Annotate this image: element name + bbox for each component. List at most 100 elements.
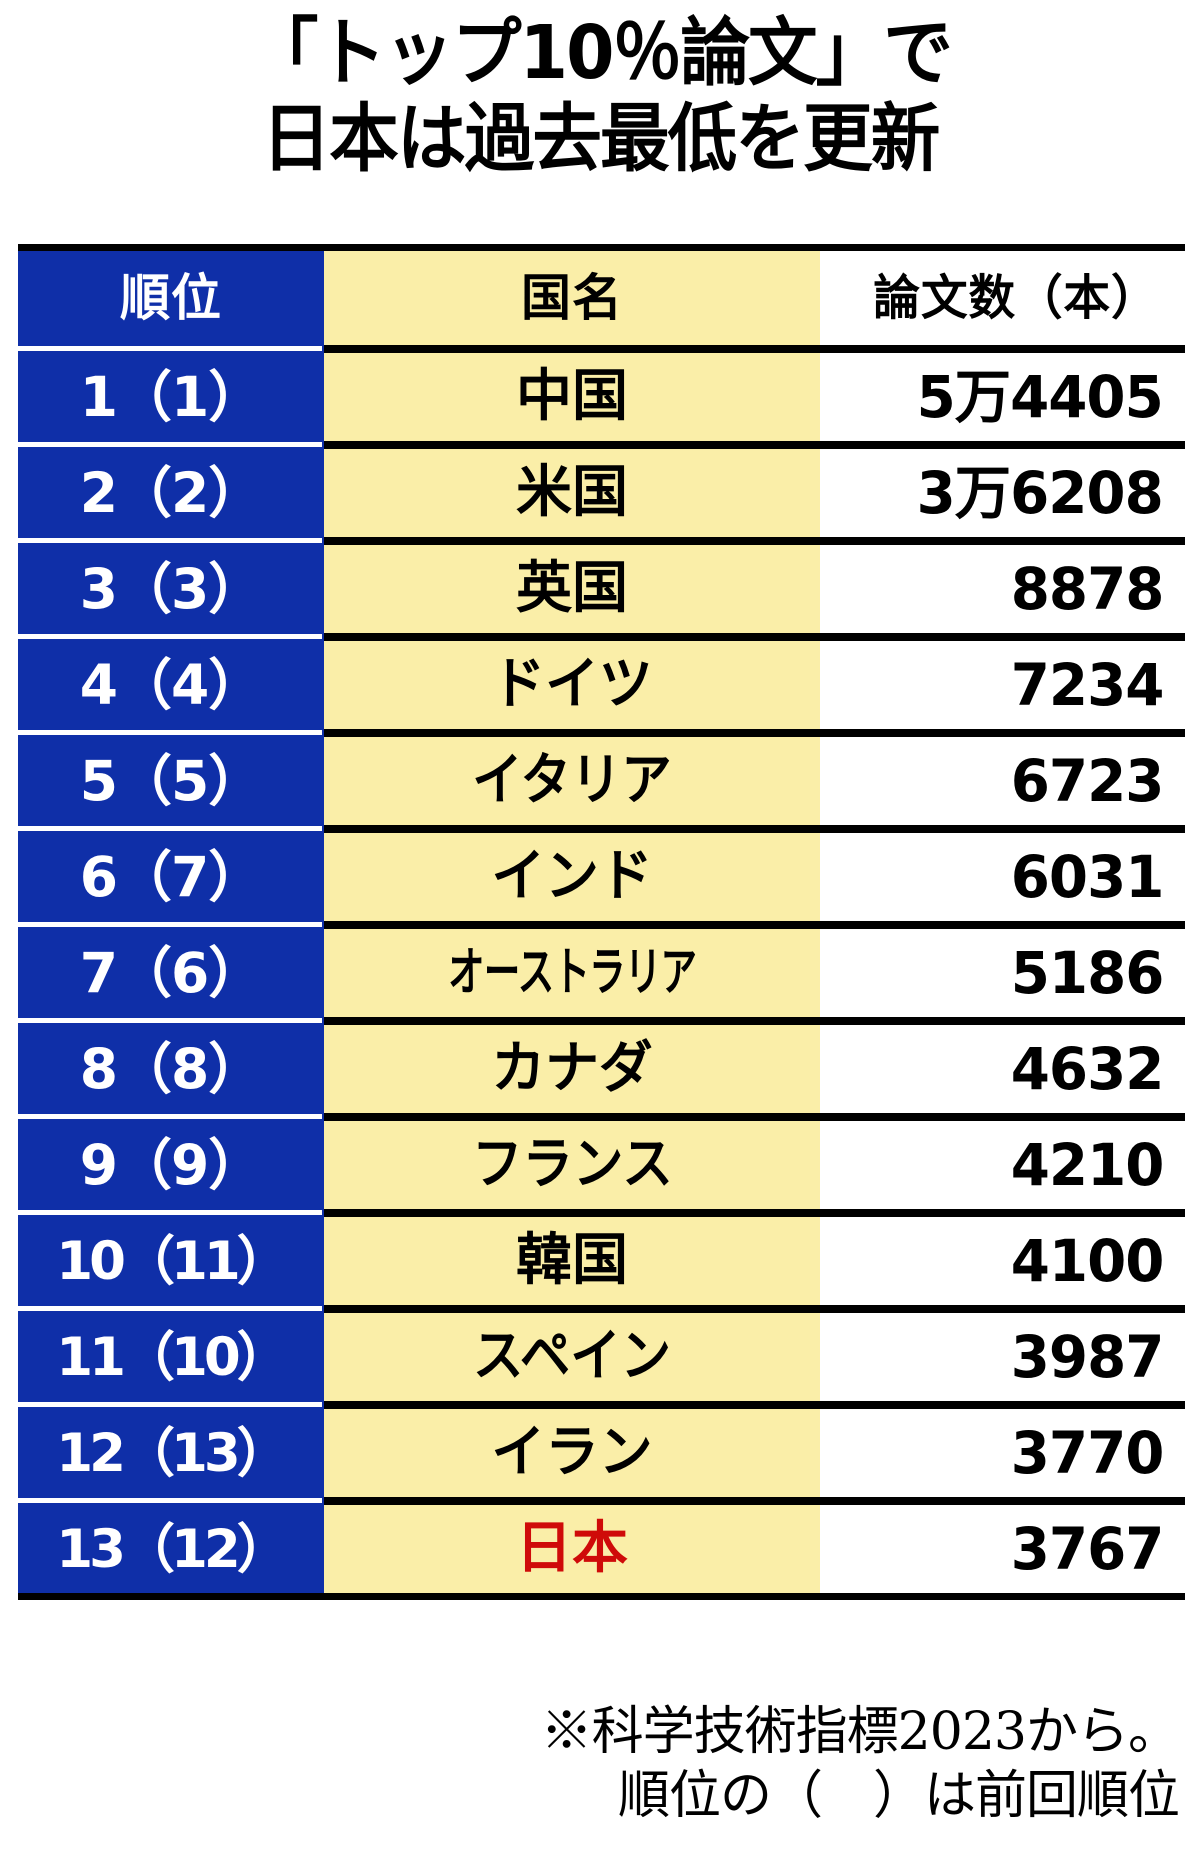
row-separator-rest — [324, 537, 1185, 545]
cell-rank: 3（3） — [18, 545, 324, 633]
header-cell-rank: 順位 — [18, 251, 324, 345]
table-row: 12（13） イラン 3770 — [18, 1409, 1185, 1497]
footnote: ※科学技術指標2023から。 順位の（ ）は前回順位 — [18, 1700, 1185, 1828]
row-separator-rank — [18, 441, 324, 449]
row-separator — [18, 1209, 1185, 1217]
rank-value: 6（7） — [79, 844, 264, 909]
cell-country: イタリア — [324, 737, 820, 825]
row-separator — [18, 633, 1185, 641]
rank-value: 13（12） — [56, 1518, 290, 1580]
paper-count: 4100 — [1010, 1227, 1164, 1295]
cell-count: 3万6208 — [820, 449, 1185, 537]
footnote-note: 順位の（ ）は前回順位 — [617, 1766, 1180, 1826]
paper-count: 8878 — [1010, 555, 1164, 623]
cell-rank: 4（4） — [18, 641, 324, 729]
table-row: 2（2） 米国 3万6208 — [18, 449, 1185, 537]
cell-rank: 2（2） — [18, 449, 324, 537]
cell-count: 4210 — [820, 1121, 1185, 1209]
row-separator — [18, 537, 1185, 545]
row-separator-rank — [18, 633, 324, 641]
row-separator-rest — [324, 1113, 1185, 1121]
rank-value: 8（8） — [79, 1036, 264, 1101]
cell-country: 日本 — [324, 1505, 820, 1593]
row-separator — [18, 1113, 1185, 1121]
table-row: 4（4） ドイツ 7234 — [18, 641, 1185, 729]
country-name: イラン — [491, 1420, 653, 1485]
header-cell-country: 国名 — [324, 251, 820, 345]
row-separator-rest — [324, 1497, 1185, 1505]
country-name: イタリア — [472, 748, 672, 813]
rank-value: 11（10） — [56, 1326, 290, 1388]
header-label-country: 国名 — [521, 269, 623, 327]
cell-count: 3987 — [820, 1313, 1185, 1401]
rank-value: 10（11） — [56, 1230, 290, 1292]
table-row: 8（8） カナダ 4632 — [18, 1025, 1185, 1113]
row-separator-rank — [18, 1113, 324, 1121]
country-name: フランス — [471, 1132, 673, 1197]
page-title-line-2: 日本は過去最低を更新 — [261, 96, 941, 182]
paper-count: 5186 — [1010, 939, 1164, 1007]
rank-value: 1（1） — [79, 364, 264, 429]
row-separator-rest — [324, 633, 1185, 641]
header-label-count: 論文数（本） — [873, 270, 1159, 326]
table-top-rule — [18, 244, 1185, 251]
country-name: 中国 — [516, 364, 628, 429]
row-separator — [18, 921, 1185, 929]
rank-value: 4（4） — [79, 652, 264, 717]
cell-rank: 10（11） — [18, 1217, 324, 1305]
paper-count: 3987 — [1010, 1323, 1164, 1391]
cell-rank: 7（6） — [18, 929, 324, 1017]
footnote-source: ※科学技術指標2023から。 — [540, 1702, 1180, 1762]
row-separator-rest — [324, 825, 1185, 833]
cell-rank: 11（10） — [18, 1313, 324, 1401]
row-separator-rank — [18, 1305, 324, 1313]
cell-count: 7234 — [820, 641, 1185, 729]
rank-value: 2（2） — [79, 460, 264, 525]
row-separator-rank — [18, 1017, 324, 1025]
cell-country: フランス — [324, 1121, 820, 1209]
cell-country: 中国 — [324, 353, 820, 441]
paper-count: 6031 — [1010, 843, 1164, 911]
cell-country: イラン — [324, 1409, 820, 1497]
page-title-line-1: 「トップ10％論文」で — [248, 10, 953, 96]
cell-count: 3770 — [820, 1409, 1185, 1497]
row-separator-rest — [324, 729, 1185, 737]
row-separator — [18, 729, 1185, 737]
paper-count: 3767 — [1010, 1515, 1164, 1583]
cell-count: 5万4405 — [820, 353, 1185, 441]
row-separator-rank — [18, 1209, 324, 1217]
row-separator — [18, 825, 1185, 833]
country-name: カナダ — [491, 1036, 653, 1101]
table-row: 5（5） イタリア 6723 — [18, 737, 1185, 825]
country-name: インド — [491, 844, 653, 909]
table-row: 9（9） フランス 4210 — [18, 1121, 1185, 1209]
cell-rank: 12（13） — [18, 1409, 324, 1497]
paper-count: 5万4405 — [916, 363, 1164, 431]
row-separator-rank — [18, 921, 324, 929]
cell-country: 米国 — [324, 449, 820, 537]
cell-count: 4632 — [820, 1025, 1185, 1113]
row-separator — [18, 1497, 1185, 1505]
row-separator — [18, 1017, 1185, 1025]
paper-count: 7234 — [1010, 651, 1164, 719]
cell-count: 6031 — [820, 833, 1185, 921]
row-separator-rest — [324, 1305, 1185, 1313]
country-name: 韓国 — [516, 1228, 628, 1293]
table-row: 7（6） オーストラリア 5186 — [18, 929, 1185, 1017]
cell-count: 3767 — [820, 1505, 1185, 1593]
paper-count: 3万6208 — [916, 459, 1164, 527]
rank-value: 12（13） — [56, 1422, 290, 1484]
table-row: 11（10） スペイン 3987 — [18, 1313, 1185, 1401]
header-cell-count: 論文数（本） — [820, 251, 1185, 345]
row-separator — [18, 441, 1185, 449]
cell-rank: 13（12） — [18, 1505, 324, 1593]
cell-country: オーストラリア — [324, 929, 820, 1017]
table-row: 1（1） 中国 5万4405 — [18, 353, 1185, 441]
row-separator-rest — [324, 1401, 1185, 1409]
rank-value: 5（5） — [79, 748, 264, 813]
cell-country: カナダ — [324, 1025, 820, 1113]
cell-rank: 6（7） — [18, 833, 324, 921]
row-separator-rest — [324, 345, 1185, 353]
row-separator — [18, 1401, 1185, 1409]
